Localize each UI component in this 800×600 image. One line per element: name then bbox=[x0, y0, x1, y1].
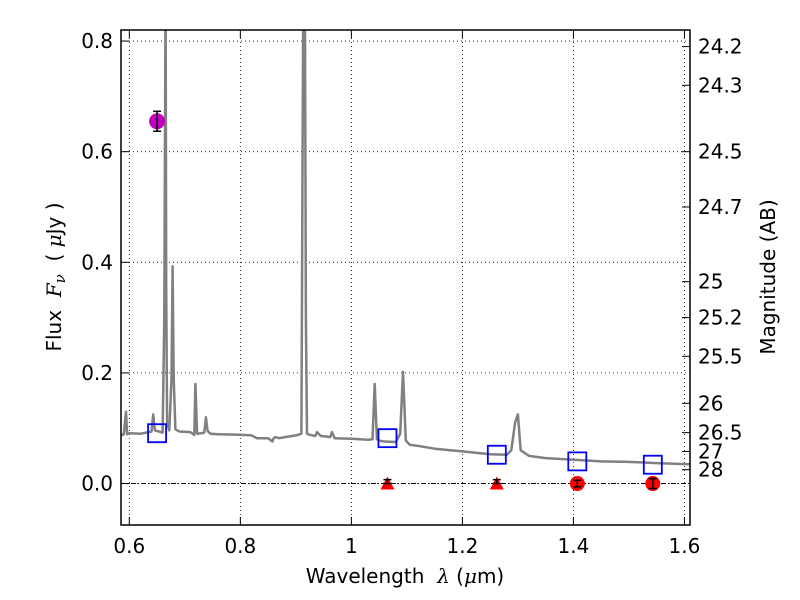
plot-frame bbox=[120, 29, 691, 526]
model-point bbox=[642, 454, 663, 475]
x-tick-label: 1 bbox=[345, 534, 358, 558]
mag-tick-label: 24.2 bbox=[698, 35, 743, 59]
y-tick-label: 0.2 bbox=[81, 361, 113, 385]
mag-tick-label: 25.5 bbox=[698, 344, 743, 368]
x-tick-label: 1.4 bbox=[558, 534, 590, 558]
y-axis-right-title: Magnitude (AB) bbox=[756, 199, 780, 354]
y-axis: 0.0 0.2 0.4 0.6 0.8 bbox=[81, 29, 129, 496]
model-point bbox=[147, 423, 167, 444]
y-tick-label: 0.6 bbox=[81, 140, 113, 164]
mag-tick-label: 28 bbox=[698, 458, 723, 482]
mag-tick-label: 26.5 bbox=[698, 421, 743, 445]
x-tick-label: 1.2 bbox=[446, 534, 478, 558]
x-tick-label: 0.8 bbox=[224, 534, 256, 558]
markers bbox=[147, 110, 663, 492]
mag-tick-label: 27 bbox=[698, 439, 723, 463]
spectrum-line bbox=[121, 30, 690, 466]
plot-area bbox=[121, 30, 690, 485]
model-point bbox=[567, 451, 588, 472]
mag-tick-label: 24.7 bbox=[698, 195, 743, 219]
mag-tick-label: 24.3 bbox=[698, 73, 743, 97]
mag-tick-label: 25 bbox=[698, 270, 723, 294]
plot-background bbox=[121, 30, 690, 525]
x-tick-label: 0.6 bbox=[113, 534, 145, 558]
mag-tick-label: 25.2 bbox=[698, 306, 743, 330]
mag-tick-label: 24.5 bbox=[698, 140, 743, 164]
x-axis: 0.6 0.8 1 1.2 1.4 1.6 bbox=[113, 30, 700, 558]
y-tick-label: 0.8 bbox=[81, 29, 113, 53]
model-point bbox=[377, 428, 398, 449]
x-axis-title: Wavelength λ (μm) bbox=[306, 564, 505, 588]
x-tick-label: 1.6 bbox=[669, 534, 701, 558]
y-tick-label: 0.0 bbox=[81, 472, 113, 496]
model-point bbox=[486, 444, 507, 465]
y-axis-title: Flux Fν ( μJy ) bbox=[42, 202, 69, 351]
y-tick-label: 0.4 bbox=[81, 250, 113, 274]
mag-tick-label: 26 bbox=[698, 391, 723, 415]
